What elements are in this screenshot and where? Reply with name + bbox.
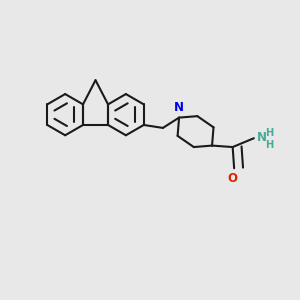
Text: O: O — [228, 172, 238, 185]
Text: N: N — [257, 131, 267, 144]
Text: N: N — [174, 101, 184, 114]
Text: H: H — [265, 140, 273, 150]
Text: H: H — [265, 128, 273, 138]
